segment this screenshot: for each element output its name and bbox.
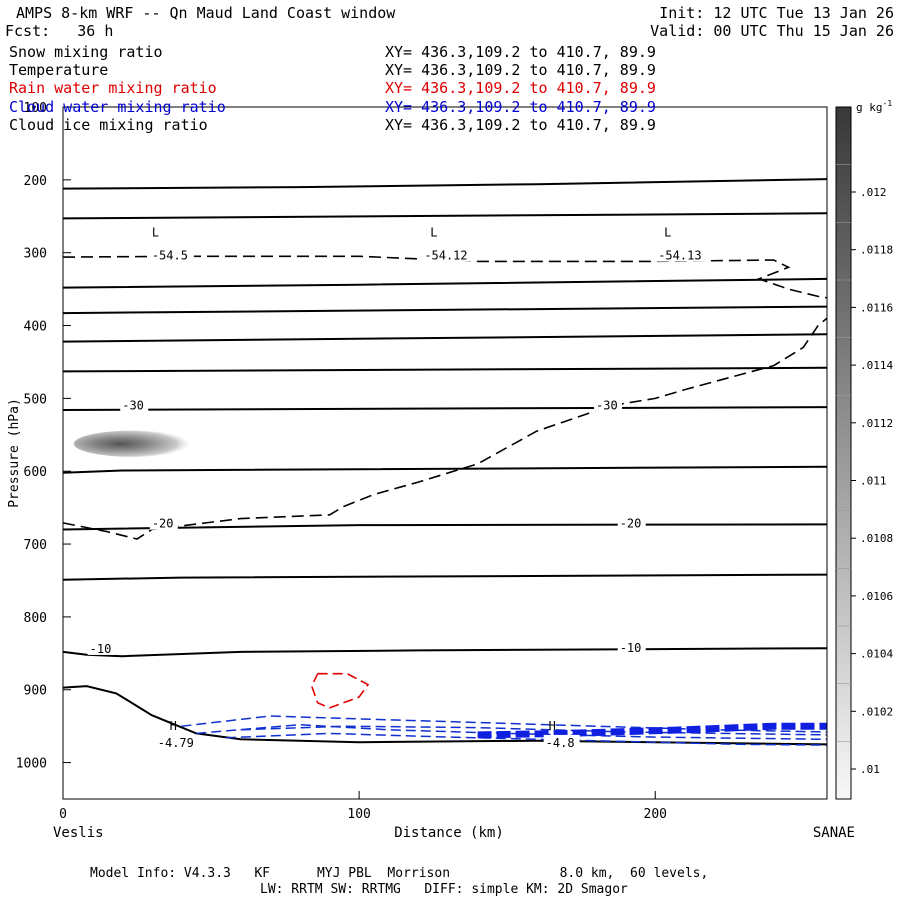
- contour-label-bg-0: [120, 397, 149, 412]
- figure-title: AMPS 8-km WRF -- Qn Maud Land Coast wind…: [16, 4, 396, 22]
- temperature-isotherm-7: [62, 465, 828, 474]
- model-info-line2: LW: RRTM SW: RRTMG DIFF: simple KM: 2D S…: [260, 882, 628, 897]
- contour-label-bg-5: [617, 640, 646, 655]
- contour-label-bg-7: [422, 247, 475, 262]
- field-xy-3: XY= 436.3,109.2 to 410.7, 89.9: [385, 97, 656, 116]
- colorbar-tick-label-9: .0102: [860, 705, 893, 718]
- temperature-isotherm-4: [62, 333, 828, 343]
- temperature-isotherm-11: [62, 685, 828, 746]
- field-name-0: Snow mixing ratio: [9, 43, 163, 61]
- temperature-isotherm-2: [62, 277, 828, 289]
- field-name-2: Rain water mixing ratio: [9, 79, 217, 98]
- y-tick-label-1000: 1000: [16, 757, 47, 772]
- x-axis-label: Distance (km): [394, 825, 504, 841]
- x-tick-label-200: 200: [644, 807, 667, 822]
- field-name-3: Cloud water mixing ratio: [9, 97, 226, 116]
- colorbar-tick-label-2: .0116: [860, 301, 893, 314]
- y-tick-label-100: 100: [24, 101, 47, 116]
- colorbar-tick-label-0: .012: [860, 186, 887, 199]
- cloud-water-max-contour-0: [477, 722, 827, 739]
- rain-water-contour-0: [310, 672, 370, 709]
- field-xy-4: XY= 436.3,109.2 to 410.7, 89.9: [385, 115, 656, 134]
- field-name-4: Cloud ice mixing ratio: [9, 115, 208, 134]
- contour-label-8: -54.13: [658, 249, 701, 263]
- temperature-isotherm-1: [62, 212, 828, 220]
- field-xy-1: XY= 436.3,109.2 to 410.7, 89.9: [385, 61, 656, 80]
- extremum-label-2: L: [664, 226, 671, 240]
- field-xy-0: XY= 436.3,109.2 to 410.7, 89.9: [385, 43, 656, 61]
- temperature-isotherm-3: [62, 305, 828, 315]
- contour-label-bg-3: [617, 515, 646, 530]
- extremum-label-0: L: [152, 226, 159, 240]
- temperature-isotherm-10: [62, 647, 828, 658]
- temperature-isotherm-5: [62, 366, 828, 373]
- colorbar-unit: g kg-1: [856, 99, 892, 114]
- extremum-label-3: H: [170, 719, 177, 733]
- contour-label-bg-2: [149, 515, 178, 530]
- colorbar-tick-label-3: .0114: [860, 359, 893, 372]
- y-tick-label-800: 800: [24, 611, 47, 626]
- x-tick-label-0: 0: [59, 807, 67, 822]
- colorbar-tick-label-5: .011: [860, 475, 887, 488]
- contour-label-6: -54.5: [152, 249, 188, 263]
- contour-label-3: -20: [620, 517, 642, 531]
- y-tick-label-600: 600: [24, 465, 47, 480]
- contour-label-1: -30: [596, 399, 618, 413]
- cloud-water-contour-2: [225, 732, 828, 746]
- field-name-1: Temperature: [9, 61, 109, 80]
- colorbar-tick-label-10: .01: [860, 763, 880, 776]
- temperature-isotherm-6: [62, 406, 828, 411]
- extremum-label-1: L: [430, 226, 437, 240]
- temperature-dashed-contour-0: [62, 255, 828, 299]
- contour-label-0: -30: [122, 399, 144, 413]
- colorbar-tick-label-4: .0112: [860, 417, 893, 430]
- forecast-hour: Fcst: 36 h: [5, 22, 114, 40]
- y-axis-label: Pressure (hPa): [7, 398, 22, 508]
- contour-label-bg-9: [155, 734, 200, 749]
- y-tick-label-200: 200: [24, 174, 47, 189]
- model-info-line1: Model Info: V4.3.3 KF MYJ PBL Morrison 8…: [90, 866, 709, 881]
- colorbar-tick-label-1: .0118: [860, 244, 893, 257]
- contour-label-4: -10: [90, 642, 112, 656]
- field-xy-2: XY= 436.3,109.2 to 410.7, 89.9: [385, 79, 656, 98]
- right-endpoint-label: SANAE: [813, 825, 855, 841]
- contour-label-bg-10: [543, 734, 580, 749]
- x-tick-label-100: 100: [347, 807, 370, 822]
- contour-label-7: -54.12: [424, 249, 467, 263]
- init-time: Init: 12 UTC Tue 13 Jan 26: [659, 4, 894, 22]
- y-tick-label-500: 500: [24, 392, 47, 407]
- contour-label-9: -4.79: [158, 736, 194, 750]
- cloud-water-contour-1: [196, 723, 828, 741]
- contour-label-bg-8: [656, 247, 709, 262]
- contour-label-5: -10: [620, 641, 642, 655]
- snow-mixing-ratio-shading-0: [73, 430, 191, 457]
- colorbar-tick-label-6: .0108: [860, 532, 893, 545]
- y-tick-label-300: 300: [24, 247, 47, 262]
- temperature-dashed-contour-1: [62, 317, 828, 540]
- contour-label-bg-4: [87, 640, 116, 655]
- y-tick-label-700: 700: [24, 538, 47, 553]
- valid-time: Valid: 00 UTC Thu 15 Jan 26: [650, 22, 894, 40]
- temperature-isotherm-9: [62, 573, 828, 581]
- y-tick-label-900: 900: [24, 684, 47, 699]
- extremum-label-4: H: [549, 719, 556, 733]
- colorbar-tick-label-7: .0106: [860, 590, 893, 603]
- contour-label-bg-6: [149, 247, 194, 262]
- y-tick-label-400: 400: [24, 320, 47, 335]
- left-endpoint-label: Veslis: [53, 825, 104, 841]
- contour-label-10: -4.8: [546, 736, 575, 750]
- contour-label-bg-1: [594, 397, 623, 412]
- plot-frame: [62, 106, 828, 800]
- colorbar-tick-label-8: .0104: [860, 648, 893, 661]
- temperature-isotherm-0: [62, 178, 828, 190]
- contour-label-2: -20: [152, 517, 174, 531]
